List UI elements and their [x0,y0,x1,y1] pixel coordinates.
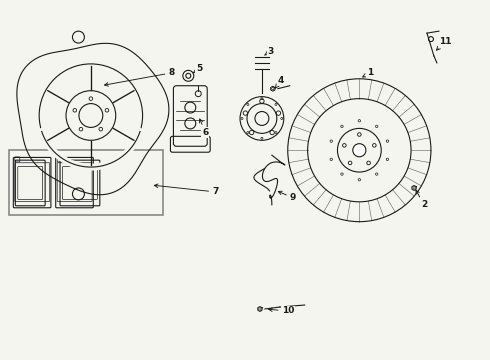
Text: 11: 11 [437,37,451,50]
Text: 6: 6 [199,119,208,137]
Text: 1: 1 [363,68,373,77]
Text: 8: 8 [104,68,175,86]
Text: 4: 4 [275,76,284,88]
Circle shape [353,144,366,157]
Text: 10: 10 [269,306,294,315]
Text: 5: 5 [193,64,202,73]
Bar [9,150,164,215]
Text: 7: 7 [154,184,219,197]
Text: 2: 2 [416,190,427,209]
Text: 3: 3 [265,46,274,55]
Text: 9: 9 [278,191,296,202]
